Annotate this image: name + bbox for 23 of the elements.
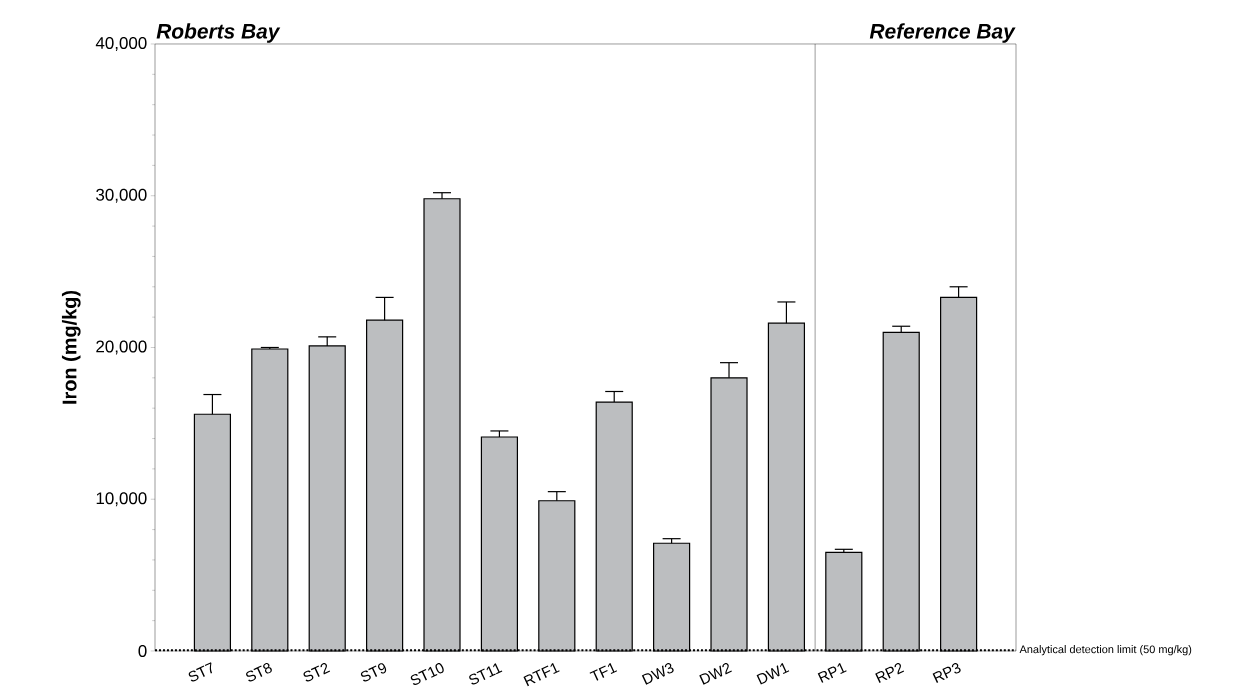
x-tick-label: ST11 (469, 663, 503, 685)
ref-line-label: Analytical detection limit (50 mg/kg) (1019, 645, 1192, 656)
text: Roberts Bay (156, 23, 281, 43)
x-tick-label: ST8 (246, 663, 272, 682)
x-tick-label: RP3 (932, 663, 961, 683)
y-tick-label: 10,000 (96, 492, 147, 507)
y-tick-label: 30,000 (96, 188, 147, 203)
x-tick-label: ST9 (360, 663, 387, 682)
x-tick-label: DW1 (756, 663, 790, 685)
y-tick-label: 20,000 (96, 340, 147, 355)
x-tick-label: RP2 (875, 663, 905, 683)
y-axis-title: Iron (mg/kg) (61, 290, 81, 404)
x-tick-label: RTF1 (523, 663, 560, 687)
x-tick-label: ST2 (303, 663, 331, 682)
x-tick-label: DW2 (699, 663, 732, 685)
x-tick-label: ST10 (410, 663, 444, 685)
x-tick-label: DW3 (641, 663, 674, 685)
x-tick-label: ST7 (188, 662, 213, 682)
y-tick-label: 40,000 (95, 36, 147, 51)
x-tick-label: TF1 (589, 663, 618, 681)
x-tick-label: RP1 (817, 663, 847, 683)
text: Reference Bay (869, 23, 1016, 43)
y-tick-label: 0 (138, 644, 147, 657)
